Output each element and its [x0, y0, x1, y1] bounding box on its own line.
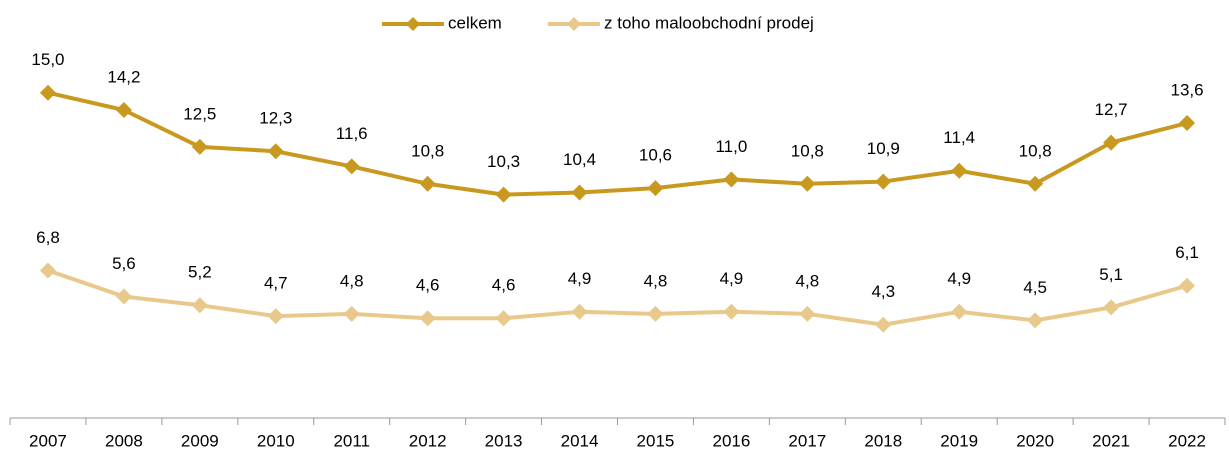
data-label: 12,5: [183, 104, 216, 123]
data-label: 13,6: [1170, 81, 1203, 100]
marker: [343, 158, 360, 175]
marker: [647, 305, 664, 322]
data-label: 5,1: [1099, 265, 1123, 284]
data-label: 4,9: [568, 269, 592, 288]
legend-marker: [567, 17, 581, 31]
data-label: 5,6: [112, 254, 136, 273]
data-label: 11,0: [715, 137, 747, 156]
marker: [1103, 134, 1120, 151]
x-tick-label: 2021: [1092, 431, 1130, 450]
data-label: 10,6: [639, 146, 672, 165]
data-label: 10,4: [563, 150, 596, 169]
x-tick-label: 2012: [409, 431, 447, 450]
marker: [723, 171, 740, 188]
legend-marker: [406, 17, 420, 31]
marker: [875, 173, 892, 190]
marker: [799, 175, 816, 192]
data-label: 4,8: [340, 271, 364, 290]
marker: [267, 308, 284, 325]
marker: [1179, 277, 1196, 294]
x-tick-label: 2018: [864, 431, 902, 450]
marker: [39, 84, 56, 101]
x-tick-label: 2020: [1016, 431, 1054, 450]
x-tick-label: 2019: [940, 431, 978, 450]
x-tick-label: 2022: [1168, 431, 1206, 450]
marker: [571, 184, 588, 201]
data-label: 4,6: [492, 276, 516, 295]
data-label: 10,8: [791, 141, 824, 160]
marker: [951, 162, 968, 179]
marker: [1179, 115, 1196, 132]
line: [47, 268, 1188, 327]
data-label: 4,8: [644, 271, 668, 290]
data-label: 4,9: [720, 269, 744, 288]
marker: [571, 303, 588, 320]
data-label: 5,2: [188, 263, 212, 282]
data-label: 6,1: [1175, 243, 1199, 262]
data-label: 6,8: [36, 228, 60, 247]
x-tick-label: 2010: [257, 431, 295, 450]
data-label: 4,7: [264, 274, 288, 293]
legend-label: celkem: [448, 13, 502, 32]
marker: [267, 143, 284, 160]
data-label: 12,7: [1095, 100, 1128, 119]
marker: [191, 138, 208, 155]
line: [47, 90, 1188, 197]
marker: [1027, 312, 1044, 329]
legend-label: z toho maloobchodní prodej: [604, 13, 814, 32]
x-tick-label: 2013: [485, 431, 523, 450]
data-label: 4,8: [796, 271, 820, 290]
data-label: 12,3: [259, 109, 292, 128]
x-tick-label: 2008: [105, 431, 143, 450]
marker: [799, 305, 816, 322]
marker: [1027, 175, 1044, 192]
x-tick-label: 2014: [561, 431, 599, 450]
data-label: 11,6: [336, 124, 368, 143]
data-label: 15,0: [31, 50, 64, 69]
x-tick-label: 2007: [29, 431, 67, 450]
data-label: 4,5: [1023, 278, 1047, 297]
marker: [419, 310, 436, 327]
marker: [39, 262, 56, 279]
data-label: 10,8: [1019, 141, 1052, 160]
x-tick-label: 2016: [712, 431, 750, 450]
marker: [115, 288, 132, 305]
x-tick-label: 2017: [788, 431, 826, 450]
marker: [495, 186, 512, 203]
data-label: 4,6: [416, 276, 440, 295]
data-label: 10,9: [867, 139, 900, 158]
x-tick-label: 2015: [637, 431, 675, 450]
marker: [875, 316, 892, 333]
marker: [951, 303, 968, 320]
marker: [723, 303, 740, 320]
data-label: 14,2: [107, 68, 140, 87]
marker: [419, 175, 436, 192]
data-label: 4,3: [871, 282, 895, 301]
marker: [343, 305, 360, 322]
marker: [115, 102, 132, 119]
data-label: 10,3: [487, 152, 520, 171]
x-tick-label: 2009: [181, 431, 219, 450]
marker: [495, 310, 512, 327]
data-label: 11,4: [943, 128, 975, 147]
data-label: 4,9: [947, 269, 971, 288]
marker: [647, 180, 664, 197]
data-label: 10,8: [411, 141, 444, 160]
x-tick-label: 2011: [333, 431, 370, 450]
marker: [1103, 299, 1120, 316]
marker: [191, 297, 208, 314]
